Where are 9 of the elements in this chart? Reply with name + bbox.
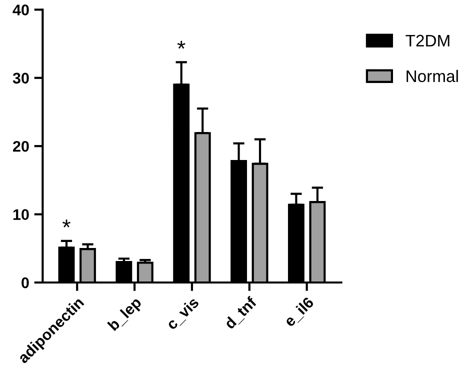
y-tick-label: 20 bbox=[13, 140, 29, 152]
annotation: * bbox=[177, 40, 186, 49]
annotation: * bbox=[62, 220, 70, 228]
y-tick-label: 0 bbox=[22, 277, 29, 288]
y-tick-label: 30 bbox=[12, 72, 29, 84]
y-tick-label: 10 bbox=[13, 209, 29, 220]
legend-label: T2DM bbox=[406, 34, 450, 46]
y-tick-label: 40 bbox=[12, 4, 29, 16]
legend-label: Normal bbox=[406, 70, 458, 82]
